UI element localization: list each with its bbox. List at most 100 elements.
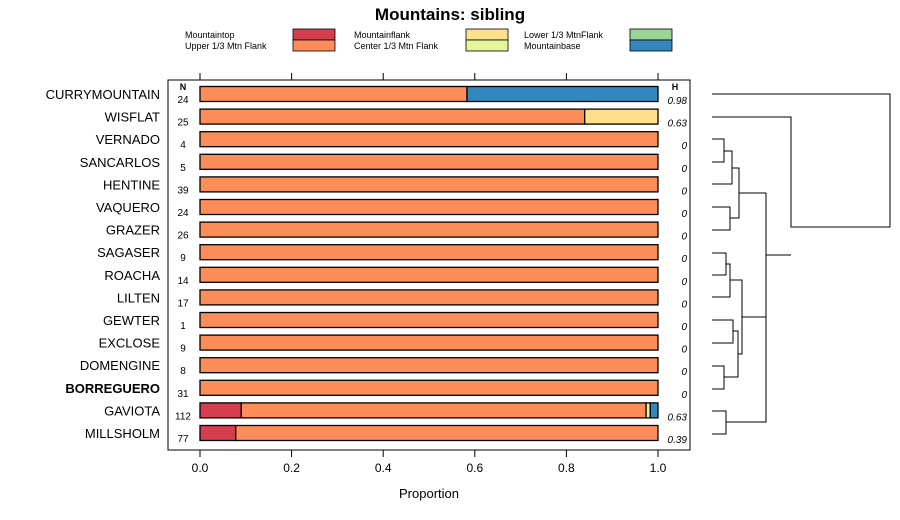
category-label: BORREGUERO <box>65 381 160 396</box>
dendro-gewter-exclose <box>712 319 734 344</box>
bar-segment-flank <box>584 108 659 125</box>
x-tick-label: 0.0 <box>192 461 209 475</box>
legend-swatch-lower <box>629 28 673 41</box>
h-value: 0 <box>681 322 687 333</box>
bar-segment-upper <box>199 85 468 103</box>
plot-frame <box>167 79 691 451</box>
legend-label-upper: Upper 1/3 Mtn Flank <box>185 41 267 51</box>
h-value: 0 <box>681 209 687 220</box>
bar-row: CURRYMOUNTAIN 24 0.98 <box>46 85 688 107</box>
dendro-sagaser-roacha <box>712 252 727 276</box>
n-value: 14 <box>177 276 189 287</box>
h-value: 0.98 <box>668 96 688 107</box>
bar-row: BORREGUERO 31 0 <box>65 379 687 401</box>
category-label: LILTEN <box>117 290 160 305</box>
bar-segment-upper <box>199 108 586 125</box>
bar-row: LILTEN 17 0 <box>117 289 687 310</box>
h-value: 0 <box>681 232 687 243</box>
legend-label-center: Center 1/3 Mtn Flank <box>354 41 439 51</box>
n-value: 25 <box>177 118 189 129</box>
bar-segment-upper <box>199 311 659 329</box>
bar-segment-upper <box>199 266 659 283</box>
bar-row: EXCLOSE 9 0 <box>99 334 687 356</box>
legend-label-base: Mountainbase <box>524 41 581 51</box>
h-value: 0 <box>681 299 687 310</box>
h-value: 0.39 <box>668 435 688 446</box>
category-label: VAQUERO <box>96 200 160 215</box>
dendro-curry-wisflat <box>712 93 891 228</box>
dendro-vaquero-grazer <box>712 206 731 231</box>
h-value: 0 <box>681 141 687 152</box>
legend-swatch-center <box>465 39 509 52</box>
bar-row: GEWTER 1 0 <box>103 311 687 333</box>
n-value: 26 <box>177 231 189 242</box>
n-value: 1 <box>180 321 186 332</box>
category-label: ROACHA <box>104 268 160 283</box>
legend-swatch-mountaintop <box>292 28 336 41</box>
legend-label-mountaintop: Mountaintop <box>185 30 235 40</box>
x-tick-label: 0.4 <box>375 461 392 475</box>
h-value: 0 <box>681 254 687 265</box>
x-tick-label: 1.0 <box>650 461 667 475</box>
bar-segment-upper <box>199 221 659 238</box>
bar-row: GRAZER 26 0 <box>106 221 687 243</box>
dendro-domengine-borreguero <box>712 365 725 390</box>
chart-title: Mountains: sibling <box>375 5 525 24</box>
bar-segment-base <box>466 85 659 103</box>
dendro-group-a <box>730 167 740 219</box>
category-label: GAVIOTA <box>104 403 160 418</box>
x-axis: 0.0 0.2 0.4 0.6 0.8 1.0 <box>192 73 667 475</box>
bar-segment-upper <box>240 402 647 419</box>
bar-row: GAVIOTA 112 0.63 <box>104 402 688 423</box>
n-value: 9 <box>180 344 186 355</box>
x-tick-label: 0.6 <box>466 461 483 475</box>
bar-segment-upper <box>235 424 659 442</box>
h-value: 0 <box>681 390 687 401</box>
bar-segment-upper <box>199 244 659 261</box>
n-header: N <box>180 82 187 92</box>
bar-segment-mountaintop <box>199 402 242 419</box>
bar-segment-upper <box>199 289 659 306</box>
bar-segment-upper <box>199 176 659 193</box>
h-value: 0 <box>681 164 687 175</box>
bar-segment-upper <box>199 357 659 374</box>
bar-row: MILLSHOLM 77 0.39 <box>85 424 688 446</box>
x-tick-label: 0.2 <box>283 461 300 475</box>
h-value: 0.63 <box>668 412 688 423</box>
n-value: 112 <box>175 411 191 422</box>
dendro-group-c <box>724 330 739 378</box>
x-axis-label: Proportion <box>399 486 459 501</box>
dendrogram <box>712 93 891 435</box>
bar-row: VERNADO 4 0 <box>96 131 687 152</box>
legend-swatch-base <box>629 39 673 52</box>
bar-segment-upper <box>199 153 659 170</box>
category-label: SANCARLOS <box>80 155 161 170</box>
category-label: SAGASER <box>97 245 160 260</box>
dendro-vernado-sancarlos <box>712 138 725 163</box>
n-value: 77 <box>177 434 189 445</box>
n-value: 9 <box>180 253 186 264</box>
dendro-hentine <box>712 150 733 185</box>
bar-segment-mountaintop <box>199 424 237 442</box>
category-label: MILLSHOLM <box>85 426 160 441</box>
legend-label-lower: Lower 1/3 MtnFlank <box>524 30 604 40</box>
n-value: 4 <box>180 140 186 151</box>
x-tick-label: 0.8 <box>558 461 575 475</box>
bar-segment-upper <box>199 131 659 148</box>
h-value: 0 <box>681 186 687 197</box>
n-value: 8 <box>180 366 186 377</box>
h-header: H <box>672 82 679 92</box>
category-label: GEWTER <box>103 313 160 328</box>
bar-row: HENTINE 39 0 <box>103 176 687 197</box>
bar-segment-upper <box>199 334 659 351</box>
n-value: 5 <box>180 163 186 174</box>
bar-segment-upper <box>199 198 659 216</box>
n-value: 31 <box>177 389 189 400</box>
n-value: 39 <box>177 185 189 196</box>
bar-segment-upper <box>199 379 659 396</box>
bar-row: VAQUERO 24 0 <box>96 198 687 220</box>
bar-segment-base <box>649 402 659 419</box>
dendro-root-lower <box>726 254 791 423</box>
